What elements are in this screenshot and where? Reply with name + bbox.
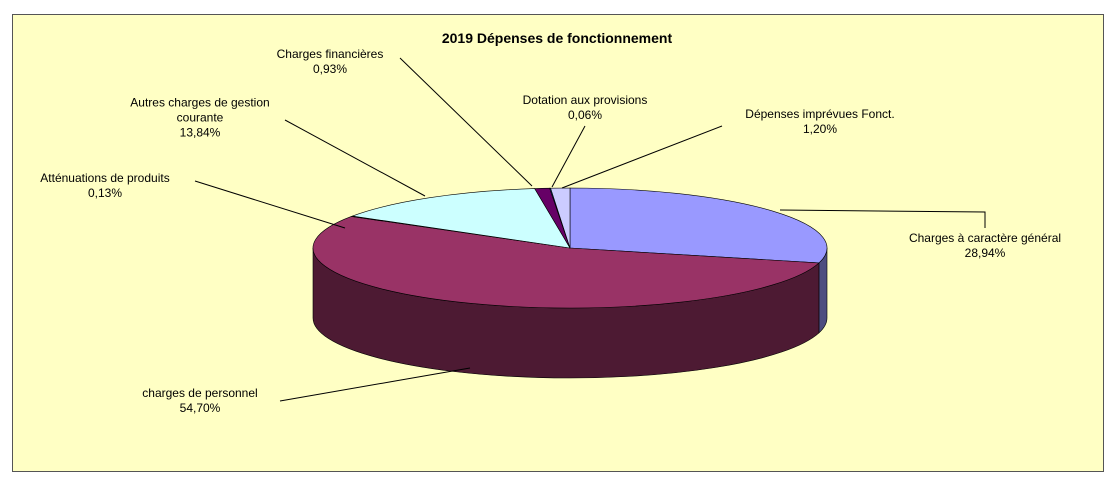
slice-label: Charges financières 0,93%: [250, 47, 410, 77]
chart-title: 2019 Dépenses de fonctionnement: [441, 30, 673, 46]
label-value: 0,93%: [312, 62, 348, 76]
slice: [550, 187, 571, 249]
slice-label: Dotation aux provisions 0,06%: [485, 93, 685, 123]
label-value: 0,13%: [87, 186, 123, 200]
slice-label: Atténuations de produits 0,13%: [5, 171, 205, 201]
slice-label: charges de personnel 54,70%: [100, 386, 300, 416]
label-name: Dépenses imprévues Fonct.: [745, 107, 895, 121]
label-value: 0,06%: [567, 108, 603, 122]
slice: [569, 187, 828, 264]
label-value: 13,84%: [179, 125, 221, 140]
leader-line: [194, 180, 346, 229]
label-name: Dotation aux provisions: [522, 93, 648, 107]
leader-line: [399, 57, 533, 187]
leader-line: [779, 209, 986, 228]
label-name: charges de personnel: [142, 386, 258, 400]
leader-line: [279, 367, 471, 402]
slice-label: Charges à caractère général 28,94%: [875, 231, 1095, 261]
leader-line: [551, 125, 586, 188]
slice: [352, 188, 571, 249]
slice-label: Autres charges de gestion courante 13,84%: [115, 96, 285, 141]
leader-line: [561, 125, 723, 189]
slice: [312, 216, 820, 309]
label-name: Charges financières: [276, 47, 384, 61]
label-name: Atténuations de produits: [40, 171, 170, 185]
label-value: 54,70%: [179, 401, 221, 415]
label-name: Autres charges de gestion courante: [130, 95, 270, 125]
label-value: 28,94%: [964, 246, 1006, 260]
label-value: 1,20%: [802, 122, 838, 136]
label-name: Charges à caractère général: [908, 231, 1062, 245]
leader-line: [284, 119, 426, 197]
slice-label: Dépenses imprévues Fonct. 1,20%: [710, 107, 930, 137]
